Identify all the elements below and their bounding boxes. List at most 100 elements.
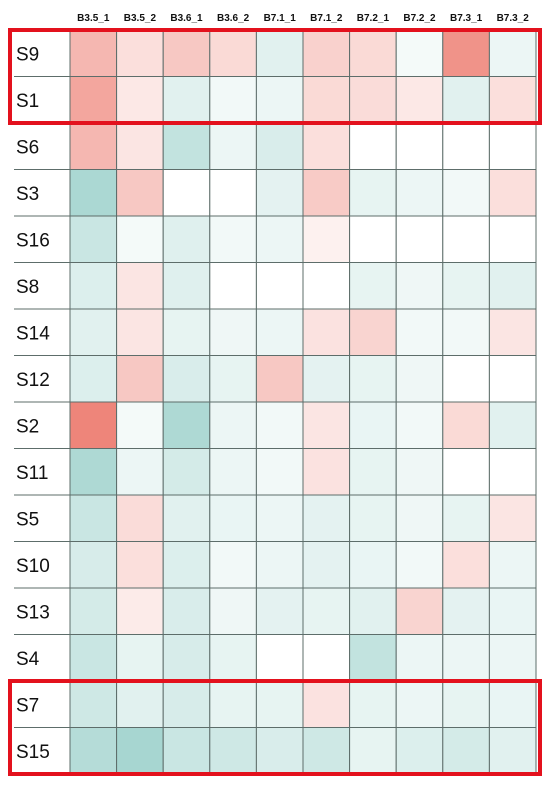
row-label: S6 — [16, 137, 39, 158]
heatmap-cell — [116, 215, 164, 263]
heatmap-cell — [302, 401, 351, 449]
heatmap-cell — [162, 494, 211, 542]
heatmap-cell — [255, 634, 304, 682]
heatmap-cell — [395, 634, 444, 682]
heatmap-cell — [442, 122, 490, 170]
heatmap-cell — [162, 262, 211, 310]
heatmap-cell — [162, 448, 211, 496]
heatmap-cell — [69, 308, 118, 356]
heatmap-cell — [69, 262, 118, 310]
heatmap-cell — [162, 680, 211, 728]
heatmap-cell — [69, 727, 118, 775]
heatmap-cell — [162, 587, 211, 635]
column-label: B3.5_1 — [77, 13, 110, 24]
heatmap-cell — [209, 494, 257, 542]
heatmap-cell — [209, 122, 257, 170]
heatmap-cell — [69, 122, 118, 170]
heatmap-cell — [209, 29, 257, 77]
column-labels: B3.5_1 B3.5_2 B3.6_1 B3.6_2 B7.1_1 B7.1_2 B7.2… — [77, 13, 529, 24]
heatmap-cell — [302, 76, 351, 124]
heatmap-cell — [209, 169, 257, 217]
heatmap-cell — [442, 308, 490, 356]
heatmap-cell — [209, 215, 257, 263]
heatmap-cell — [395, 308, 444, 356]
heatmap-cell — [255, 448, 304, 496]
row-label: S16 — [16, 230, 50, 251]
heatmap-cell — [116, 680, 164, 728]
heatmap-cell — [395, 169, 444, 217]
heatmap-cell — [442, 448, 490, 496]
heatmap-cell — [395, 727, 444, 775]
heatmap-cell — [349, 680, 397, 728]
row-label: S9 — [16, 44, 39, 65]
row-label: S15 — [16, 742, 50, 763]
heatmap-cell — [302, 215, 351, 263]
heatmap-cell — [255, 122, 304, 170]
heatmap-cell — [162, 76, 211, 124]
heatmap-cell — [488, 308, 537, 356]
heatmap-cell — [395, 355, 444, 403]
heatmap-cell — [488, 169, 537, 217]
heatmap-cell — [116, 76, 164, 124]
heatmap-cell — [116, 448, 164, 496]
heatmap-cell — [395, 401, 444, 449]
heatmap-cell — [349, 355, 397, 403]
heatmap-cell — [349, 494, 397, 542]
heatmap-cell — [69, 76, 118, 124]
heatmap-cell — [349, 587, 397, 635]
heatmap-cell — [162, 541, 211, 589]
column-label: B7.3_2 — [497, 13, 530, 24]
heatmap-cell — [349, 215, 397, 263]
heatmap-cell — [442, 401, 490, 449]
heatmap-cell — [488, 634, 537, 682]
heatmap-cell — [255, 401, 304, 449]
heatmap-cell — [69, 680, 118, 728]
heatmap-cell — [349, 169, 397, 217]
heatmap-cell — [395, 494, 444, 542]
heatmap-cell — [442, 355, 490, 403]
heatmap-cell — [209, 401, 257, 449]
heatmap-cell — [442, 680, 490, 728]
row-label: S3 — [16, 184, 39, 205]
column-label: B7.1_1 — [264, 13, 297, 24]
heatmap-cell — [162, 215, 211, 263]
row-label: S1 — [16, 91, 39, 112]
column-label: B7.3_1 — [450, 13, 483, 24]
heatmap-cell — [162, 634, 211, 682]
heatmap-cell — [162, 355, 211, 403]
heatmap-cell — [488, 76, 537, 124]
row-label: S12 — [16, 370, 50, 391]
heatmap-cell — [302, 122, 351, 170]
highlight-boxes — [8, 28, 542, 776]
heatmap-cell — [255, 29, 304, 77]
heatmap-cell — [209, 587, 257, 635]
heatmap-cell — [255, 169, 304, 217]
heatmap-cell — [302, 541, 351, 589]
heatmap-cell — [209, 727, 257, 775]
column-label: B3.5_2 — [124, 13, 157, 24]
heatmap-cell — [488, 727, 537, 775]
heatmap-cell — [349, 76, 397, 124]
heatmap-cell — [209, 355, 257, 403]
heatmap-cell — [349, 634, 397, 682]
heatmap-cell — [488, 587, 537, 635]
heatmap-cell — [442, 541, 490, 589]
heatmap-cell — [255, 494, 304, 542]
heatmap-cell — [488, 262, 537, 310]
heatmap-cell — [116, 308, 164, 356]
heatmap-cell — [255, 727, 304, 775]
row-label: S5 — [16, 509, 39, 530]
heatmap-cell — [255, 76, 304, 124]
heatmap-cell — [116, 494, 164, 542]
column-label: B3.6_2 — [217, 13, 250, 24]
heatmap-cell — [395, 541, 444, 589]
heatmap-cell — [488, 494, 537, 542]
row-labels: S9 S1 S6 S3 S16 S8 S14 S12 S2 S11 S5 S10 S13 S4 S7 S15 — [14, 44, 70, 775]
row-label: S14 — [16, 323, 50, 344]
heatmap-cell — [302, 494, 351, 542]
heatmap-cell — [69, 541, 118, 589]
highlight-box — [8, 679, 542, 776]
heatmap-cell — [395, 262, 444, 310]
heatmap-cell — [255, 680, 304, 728]
